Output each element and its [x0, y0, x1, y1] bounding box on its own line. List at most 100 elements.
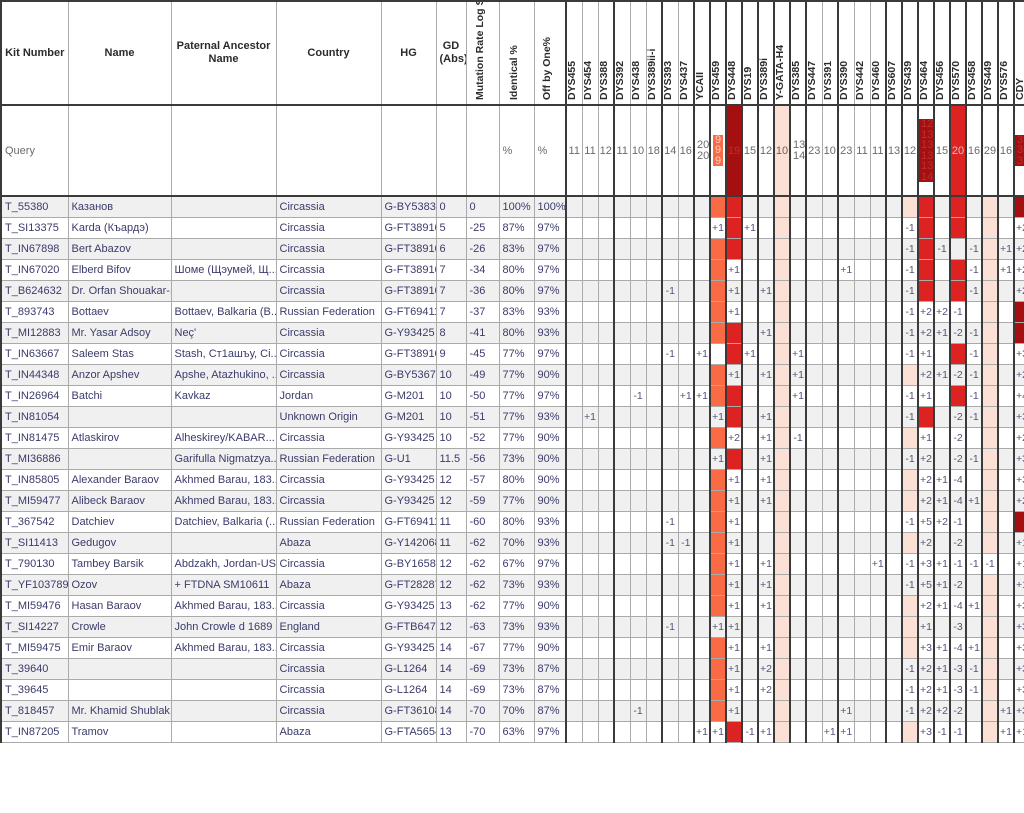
table-row[interactable]: T_SI13375 Karda (Къардэ) Circassia G-FT3891…: [0, 216, 1024, 239]
col-header-dys570[interactable]: DYS570: [949, 0, 967, 106]
col-header-dys458[interactable]: DYS458: [965, 0, 983, 106]
col-header-kit-number[interactable]: Kit Number: [0, 0, 69, 106]
col-header-name[interactable]: Name: [67, 0, 172, 106]
row-marker-dys390: [837, 447, 855, 470]
row-marker-dys607: [885, 636, 903, 659]
col-header-dys455[interactable]: DYS455: [565, 0, 583, 106]
row-mutation-rate-log-sum: -62: [465, 573, 500, 596]
row-marker-dys392: [613, 678, 631, 701]
table-row[interactable]: T_MI59475 Emir Baraov Akhmed Barau, 183...…: [0, 636, 1024, 659]
query-row[interactable]: Query%% 11 11 12 11 10 18 14 16 20 20 9 9 9 19 15 12 10 13…: [0, 104, 1024, 197]
row-marker-dys454: [581, 279, 599, 302]
col-header-mutation-rate-log-sum[interactable]: Mutation Rate Log Sum: [465, 0, 500, 106]
row-marker-dys456: -1: [933, 720, 951, 743]
marker-header-label: DYS385: [790, 60, 802, 100]
col-header-dys388[interactable]: DYS388: [597, 0, 615, 106]
row-name: Mr. Yasar Adsoy: [67, 321, 172, 344]
table-row[interactable]: T_367542 Datchiev Datchiev, Balkaria (... R…: [0, 510, 1024, 533]
row-off-by-one-pct: 93%: [533, 573, 567, 596]
col-header-dys393[interactable]: DYS393: [661, 0, 679, 106]
table-row[interactable]: T_YF103789 Ozov + FTDNA SM10611 Abaza G-FT28…: [0, 573, 1024, 596]
col-header-dys459[interactable]: DYS459: [709, 0, 727, 106]
row-marker-dys576: [997, 363, 1015, 386]
table-row[interactable]: T_IN81475 Atlaskirov Alheskirey/KABAR... Ci…: [0, 426, 1024, 449]
row-marker-dys389i: +1: [757, 573, 775, 596]
table-row[interactable]: T_IN63667 Saleem Stas Stash, Ст1ашъу, Ci..…: [0, 342, 1024, 365]
row-marker-dys393: -1: [661, 510, 679, 533]
row-marker-dys456: [933, 447, 951, 470]
table-row[interactable]: T_IN44348 Anzor Apshev Apshe, Atazhukino, …: [0, 363, 1024, 386]
row-marker-dys454: [581, 678, 599, 701]
ystr-results-table: Kit Number Name Paternal Ancestor Name Coun…: [0, 0, 1024, 743]
row-identical-pct: 77%: [498, 594, 535, 617]
row-marker-dys458: -1: [965, 342, 983, 365]
table-row[interactable]: T_818457 Mr. Khamid Shublak... Circassia G-…: [0, 699, 1024, 722]
col-header-dys19[interactable]: DYS19: [741, 0, 759, 106]
table-row[interactable]: T_IN67020 Elberd Bifov Шоме (Щэумей, Щ... C…: [0, 258, 1024, 281]
col-header-dys385[interactable]: DYS385: [789, 0, 807, 106]
row-marker-dys19: [741, 657, 759, 680]
col-header-dys392[interactable]: DYS392: [613, 0, 631, 106]
row-marker-dys464: +2: [917, 489, 935, 512]
col-header-dys456[interactable]: DYS456: [933, 0, 951, 106]
row-marker-dys464: +2: [917, 657, 935, 680]
table-row[interactable]: T_MI59476 Hasan Baraov Akhmed Barau, 183..…: [0, 594, 1024, 617]
col-header-dys439[interactable]: DYS439: [901, 0, 919, 106]
col-header-dys448[interactable]: DYS448: [725, 0, 743, 106]
row-marker-cdy: +1: [1013, 531, 1024, 554]
table-row[interactable]: T_IN81054 Unknown Origin G-M201 10 -51 77% 93%…: [0, 405, 1024, 428]
col-header-cdy[interactable]: CDY: [1013, 0, 1024, 106]
table-row[interactable]: T_MI59477 Alibeck Baraov Akhmed Barau, 183…: [0, 489, 1024, 512]
col-header-dys389ii-i[interactable]: DYS389ii-i: [645, 0, 663, 106]
row-country: Russian Federation: [275, 510, 382, 533]
row-marker-dys570: -2: [949, 426, 967, 449]
table-row[interactable]: T_SI14227 Crowle John Crowle d 1689 England…: [0, 615, 1024, 638]
col-header-dys576[interactable]: DYS576: [997, 0, 1015, 106]
col-header-off-by-one[interactable]: Off by One%: [533, 0, 567, 106]
col-header-dys389i[interactable]: DYS389i: [757, 0, 775, 106]
col-header-dys449[interactable]: DYS449: [981, 0, 999, 106]
table-row[interactable]: T_B624632 Dr. Orfan Shouakar-... Circassia…: [0, 279, 1024, 302]
col-header-identical[interactable]: Identical %: [498, 0, 535, 106]
table-row[interactable]: T_IN85805 Alexander Baraov Akhmed Barau, 1…: [0, 468, 1024, 491]
col-header-dys390[interactable]: DYS390: [837, 0, 855, 106]
row-gd-abs: 12: [435, 573, 467, 596]
row-marker-dys437: [677, 657, 695, 680]
table-row[interactable]: T_MI36886 Garifulla Nigmatzya... Russian F…: [0, 447, 1024, 470]
col-header-paternal-ancestor-name[interactable]: Paternal Ancestor Name: [170, 0, 277, 106]
table-row[interactable]: T_MI12883 Mr. Yasar Adsoy Neç' Circassia G-Y…: [0, 321, 1024, 344]
row-kit-number: T_IN67898: [0, 237, 69, 260]
col-header-hg[interactable]: HG: [380, 0, 437, 106]
table-row[interactable]: T_IN26964 Batchi Kavkaz Jordan G-M201 10 -50 77…: [0, 384, 1024, 407]
col-header-country[interactable]: Country: [275, 0, 382, 106]
col-header-dys447[interactable]: DYS447: [805, 0, 823, 106]
row-marker-dys389ii-i: [645, 321, 663, 344]
row-marker-dys448: [725, 195, 743, 218]
table-row[interactable]: T_790130 Tambey Barsik Abdzakh, Jordan-USA…: [0, 552, 1024, 575]
row-gd-abs: 13: [435, 720, 467, 743]
table-row[interactable]: T_39640 Circassia G-L1264 14 -69 73% 87% +1 +2 -1…: [0, 657, 1024, 680]
col-header-dys454[interactable]: DYS454: [581, 0, 599, 106]
col-header-ycaii[interactable]: YCAII: [693, 0, 711, 106]
row-marker-dys442: [853, 594, 871, 617]
col-header-y-gata-h4[interactable]: Y-GATA-H4: [773, 0, 791, 106]
col-header-dys438[interactable]: DYS438: [629, 0, 647, 106]
row-off-by-one-pct: 93%: [533, 531, 567, 554]
table-row[interactable]: T_55380КазановCircassiaG-BY5383300100%10…: [0, 195, 1024, 218]
row-gd-abs: 11: [435, 510, 467, 533]
col-header-dys442[interactable]: DYS442: [853, 0, 871, 106]
col-header-dys460[interactable]: DYS460: [869, 0, 887, 106]
table-row[interactable]: T_893743 Bottaev Bottaev, Balkaria (B... Ru…: [0, 300, 1024, 323]
col-header-dys607[interactable]: DYS607: [885, 0, 903, 106]
col-header-dys437[interactable]: DYS437: [677, 0, 695, 106]
col-header-gd-abs[interactable]: GD (Abs): [435, 0, 467, 106]
row-marker-dys390: [837, 195, 855, 218]
row-marker-dys454: [581, 573, 599, 596]
table-row[interactable]: T_39645 Circassia G-L1264 14 -69 73% 87% +1 +2 -1…: [0, 678, 1024, 701]
row-country: Circassia: [275, 426, 382, 449]
col-header-dys391[interactable]: DYS391: [821, 0, 839, 106]
table-row[interactable]: T_SI11413 Gedugov Abaza G-Y142068 11 -62 70% 93…: [0, 531, 1024, 554]
col-header-dys464[interactable]: DYS464: [917, 0, 935, 106]
